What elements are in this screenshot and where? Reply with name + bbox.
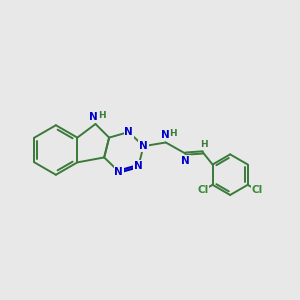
Text: Cl: Cl [252,185,263,195]
Text: H: H [98,111,106,120]
Text: N: N [161,130,170,140]
Text: N: N [134,161,143,171]
Text: N: N [124,127,133,137]
Text: N: N [89,112,98,122]
Text: N: N [181,156,190,166]
Text: H: H [200,140,208,149]
Text: N: N [139,141,148,151]
Text: H: H [169,129,176,138]
Text: Cl: Cl [197,185,208,195]
Text: N: N [115,167,123,177]
